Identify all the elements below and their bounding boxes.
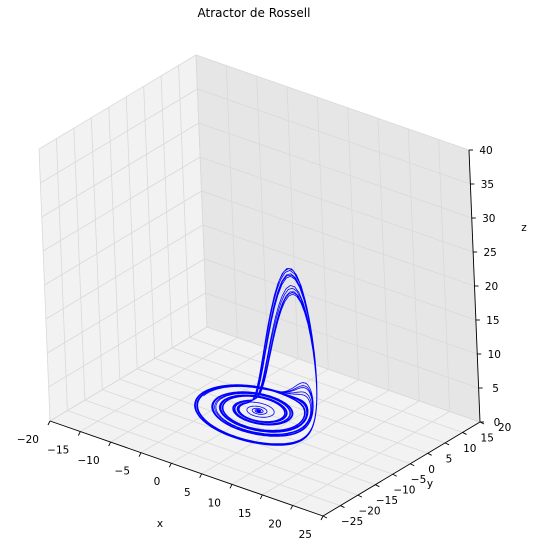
y-tick (444, 442, 450, 446)
y-tick-label: 20 (498, 422, 511, 434)
x-tick (47, 420, 51, 426)
z-gridline (47, 258, 478, 355)
y-tick (322, 515, 328, 519)
z-gridline (49, 326, 481, 423)
y-tick-label: 5 (446, 453, 453, 465)
y-tick (340, 505, 345, 508)
x-tick-label: −15 (47, 445, 69, 457)
x-tick (290, 505, 294, 510)
y-tick (375, 484, 380, 488)
z-gridline (45, 224, 477, 321)
x-tick (320, 515, 324, 521)
z-gridline (44, 190, 475, 287)
y-tick (462, 432, 467, 435)
x-tick (77, 431, 81, 436)
z-tick-label: 15 (486, 315, 499, 327)
z-gridline (42, 156, 474, 253)
x-tick-label: 25 (299, 529, 312, 541)
y-tick (410, 463, 415, 467)
axis-panes (39, 55, 480, 516)
x-tick-label: 20 (268, 518, 281, 530)
y-tick-label: −20 (358, 506, 380, 518)
z-tick-label: 35 (481, 179, 494, 191)
x-tick-label: 15 (238, 508, 251, 520)
z-tick-label: 0 (494, 417, 501, 429)
z-tick-label: 10 (488, 349, 501, 361)
y-axis-label: y (427, 478, 433, 490)
y-axis-line (322, 421, 481, 517)
x-tick (259, 494, 263, 500)
trajectory-line (194, 267, 318, 446)
y-tick-label: 10 (463, 443, 476, 455)
z-tick-label: 30 (482, 213, 495, 225)
x-tick (108, 441, 112, 447)
x-tick (168, 463, 172, 468)
x-tick-label: −10 (77, 455, 99, 467)
y-tick-label: −5 (411, 474, 426, 486)
z-axis-label: z (521, 222, 527, 234)
z-gridline (48, 292, 479, 389)
y-tick (392, 473, 397, 477)
y-tick-label: −25 (341, 516, 363, 528)
y-tick-label: 0 (428, 464, 435, 476)
z-gridline (41, 122, 472, 219)
x-tick-label: −5 (115, 466, 130, 478)
y-tick (427, 452, 432, 456)
z-tick-label: 20 (485, 281, 498, 293)
x-tick (229, 484, 233, 489)
x-axis-line (49, 420, 324, 517)
z-gridline (38, 54, 470, 151)
x-tick-label: 5 (184, 487, 191, 499)
z-tick-label: 40 (479, 145, 492, 157)
y-tick-label: 15 (481, 432, 494, 444)
x-tick-label: −20 (17, 434, 39, 446)
x-tick-label: 10 (208, 497, 221, 509)
x-tick-label: 0 (154, 476, 161, 488)
axis-lines (47, 149, 485, 521)
x-tick (138, 452, 142, 457)
tick-labels: −20−15−10−50510152025−25−20−15−10−505101… (17, 145, 512, 541)
z-gridline (40, 88, 471, 185)
x-tick (199, 473, 203, 478)
chart-title: Atractor de Rossell (198, 6, 311, 20)
x-axis-label: x (157, 518, 163, 530)
y-tick-label: −15 (376, 495, 398, 507)
y-tick (357, 494, 363, 498)
y-tick-label: −10 (393, 485, 415, 497)
z-tick-label: 25 (483, 247, 496, 259)
z-tick-label: 5 (492, 383, 499, 395)
attractor-trajectory (194, 267, 318, 446)
